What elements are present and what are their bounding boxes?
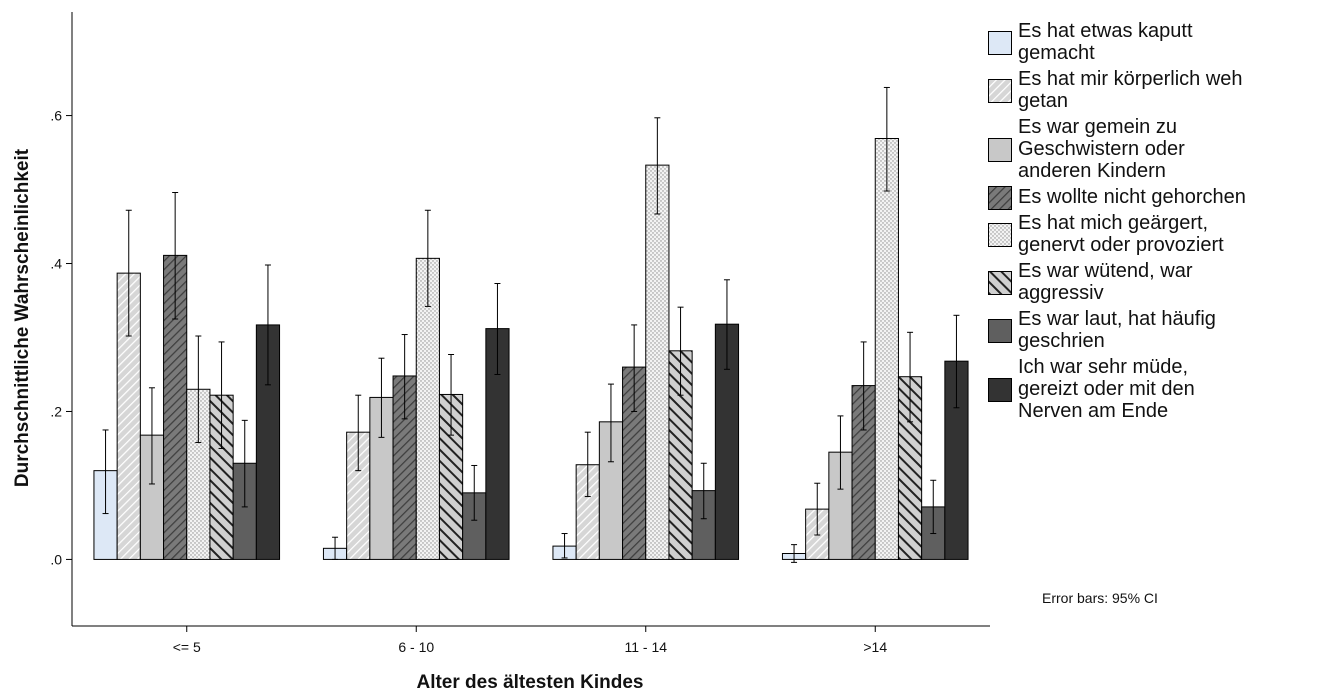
legend-swatch <box>988 79 1012 103</box>
legend-item: Es hat mir körperlich weh getan <box>988 68 1313 112</box>
legend-label: Es wollte nicht gehorchen <box>1018 186 1246 208</box>
x-tick-label: >14 <box>863 639 887 655</box>
legend-label: Es hat mir körperlich weh getan <box>1018 68 1243 112</box>
legend-item: Ich war sehr müde, gereizt oder mit den … <box>988 356 1313 422</box>
y-tick-label: .0 <box>50 551 62 567</box>
y-tick-label: .6 <box>50 108 62 124</box>
legend-label: Ich war sehr müde, gereizt oder mit den … <box>1018 356 1195 422</box>
x-tick-label: 6 - 10 <box>398 639 434 655</box>
x-tick-label: <= 5 <box>173 639 201 655</box>
bar <box>874 137 899 560</box>
legend-swatch <box>988 271 1012 295</box>
legend-swatch-rect <box>988 186 1012 210</box>
legend-swatch-rect <box>988 79 1012 103</box>
legend-item: Es hat mich geärgert, genervt oder provo… <box>988 212 1313 256</box>
legend-item: Es war gemein zu Geschwistern oder ander… <box>988 116 1313 182</box>
x-axis-label: Alter des ältesten Kindes <box>416 672 643 693</box>
y-tick-label: .2 <box>50 403 62 419</box>
y-tick-label: .4 <box>50 256 62 272</box>
legend-label: Es war wütend, war aggressiv <box>1018 260 1193 304</box>
legend-item: Es war laut, hat häufig geschrien <box>988 308 1313 352</box>
legend-swatch-rect <box>988 378 1012 402</box>
legend-swatch-rect <box>988 223 1012 247</box>
legend-swatch-rect <box>988 271 1012 295</box>
legend-label: Es war laut, hat häufig geschrien <box>1018 308 1216 352</box>
y-axis-label: Durchschnittliche Wahrscheinlichkeit <box>12 148 33 487</box>
error-bars-note: Error bars: 95% CI <box>1042 590 1158 606</box>
legend-swatch <box>988 378 1012 402</box>
legend-label: Es hat mich geärgert, genervt oder provo… <box>1018 212 1224 256</box>
legend-swatch-rect <box>988 138 1012 162</box>
legend: Es hat etwas kaputt gemacht Es hat mir kö… <box>988 20 1313 426</box>
legend-swatch <box>988 186 1012 210</box>
legend-swatch <box>988 138 1012 162</box>
x-tick-label: 11 - 14 <box>624 639 667 655</box>
legend-swatch-rect <box>988 319 1012 343</box>
legend-label: Es war gemein zu Geschwistern oder ander… <box>1018 116 1185 182</box>
plot-area: .0 .2 .4 .6 <= 5 6 - 10 11 - 14 >14 <box>50 12 990 655</box>
bar <box>645 164 670 560</box>
legend-item: Es hat etwas kaputt gemacht <box>988 20 1313 64</box>
legend-swatch <box>988 31 1012 55</box>
legend-item: Es wollte nicht gehorchen <box>988 186 1313 210</box>
legend-swatch <box>988 223 1012 247</box>
legend-item: Es war wütend, war aggressiv <box>988 260 1313 304</box>
legend-swatch-rect <box>988 31 1012 55</box>
legend-swatch <box>988 319 1012 343</box>
legend-label: Es hat etwas kaputt gemacht <box>1018 20 1193 64</box>
